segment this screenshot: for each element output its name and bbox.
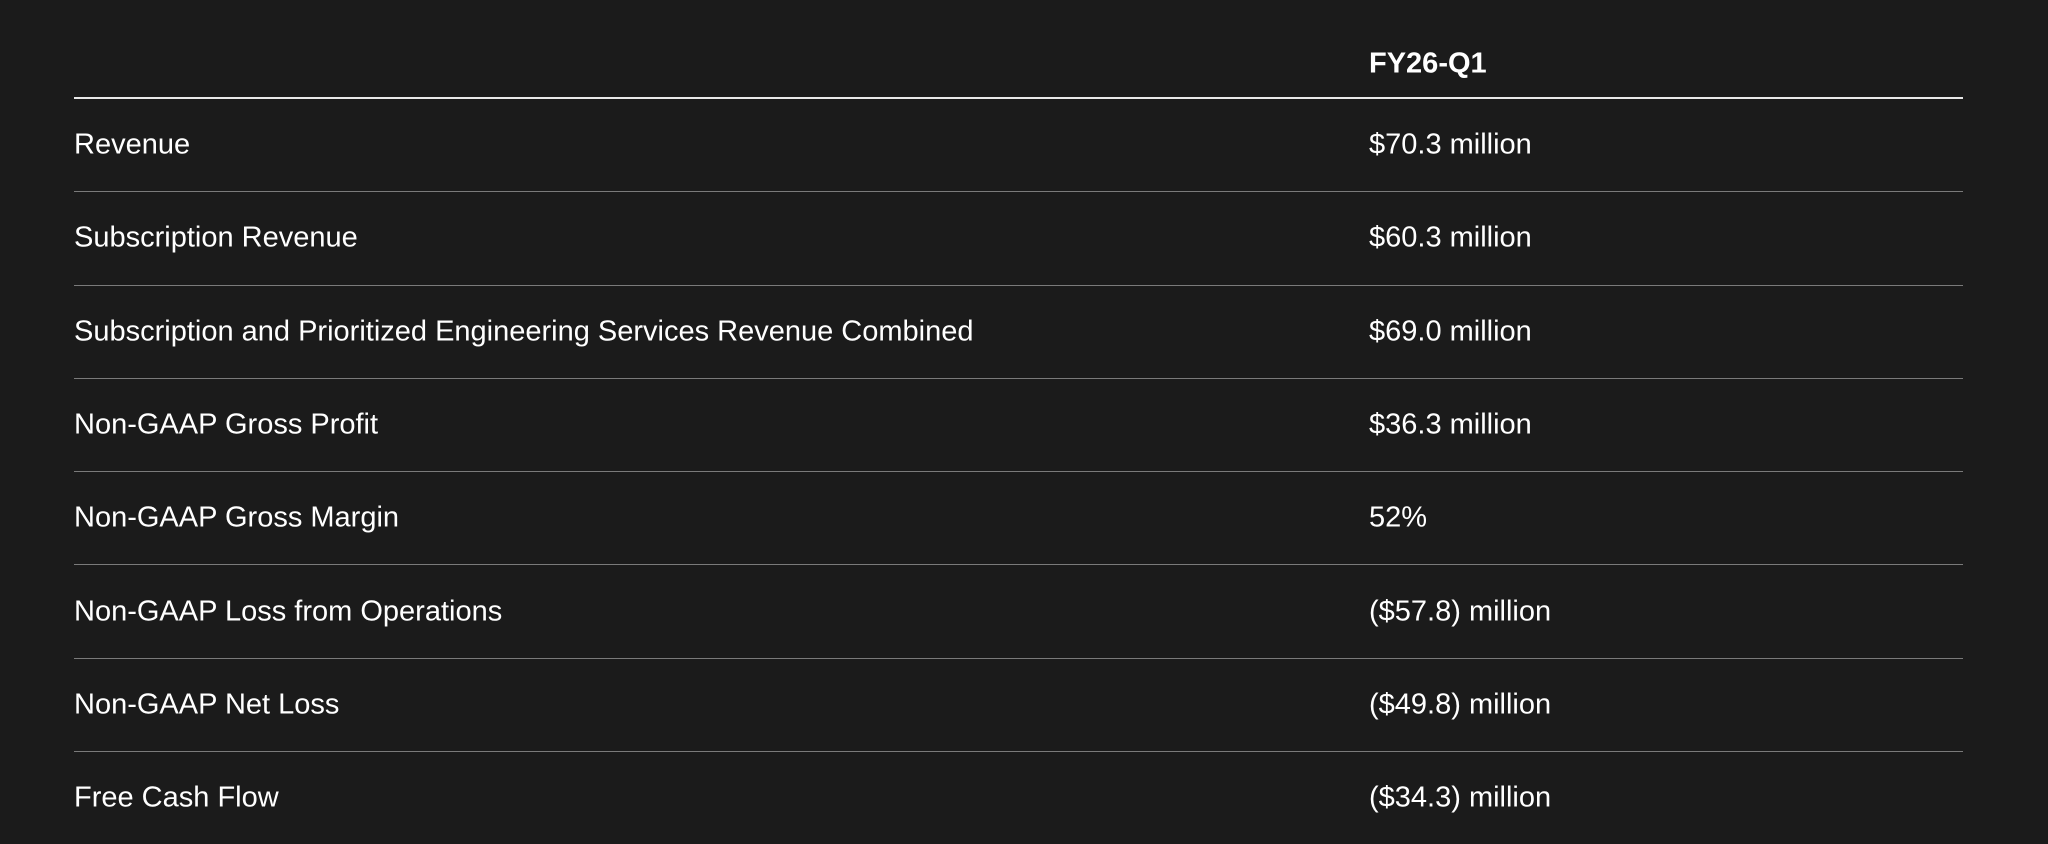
metric-value: $70.3 million <box>1369 128 1532 161</box>
metrics-table: FY26-Q1 Revenue $70.3 million Subscription… <box>74 0 1963 844</box>
metric-value: 52% <box>1369 501 1428 534</box>
metric-value: ($49.8) million <box>1369 688 1552 721</box>
metric-label: Subscription Revenue <box>74 221 358 254</box>
column-header: FY26-Q1 <box>1369 47 1487 80</box>
metric-value: ($34.3) million <box>1369 781 1552 814</box>
metric-value: ($57.8) million <box>1369 595 1552 628</box>
metric-label: Revenue <box>74 128 191 161</box>
metric-label: Non-GAAP Net Loss <box>74 688 340 721</box>
table-row: Subscription and Prioritized Engineering… <box>74 286 1963 379</box>
metric-value: $60.3 million <box>1369 221 1532 254</box>
table-row: Non-GAAP Gross Profit $36.3 million <box>74 379 1963 473</box>
metric-label: Non-GAAP Gross Margin <box>74 501 400 534</box>
metric-value: $36.3 million <box>1369 408 1532 441</box>
table-row: Non-GAAP Net Loss ($49.8) million <box>74 659 1963 753</box>
table-row: Subscription Revenue $60.3 million <box>74 192 1963 286</box>
metric-label: Subscription and Prioritized Engineering… <box>74 315 974 348</box>
table-row: Free Cash Flow ($34.3) million <box>74 752 1963 844</box>
table-row: Revenue $70.3 million <box>74 99 1963 193</box>
table-header: FY26-Q1 <box>74 0 1963 99</box>
metric-label: Non-GAAP Loss from Operations <box>74 595 503 628</box>
metric-label: Non-GAAP Gross Profit <box>74 408 379 441</box>
table-row: Non-GAAP Gross Margin 52% <box>74 472 1963 566</box>
table-row: Non-GAAP Loss from Operations ($57.8) mil… <box>74 565 1963 659</box>
metric-value: $69.0 million <box>1369 315 1532 348</box>
metric-label: Free Cash Flow <box>74 781 279 814</box>
